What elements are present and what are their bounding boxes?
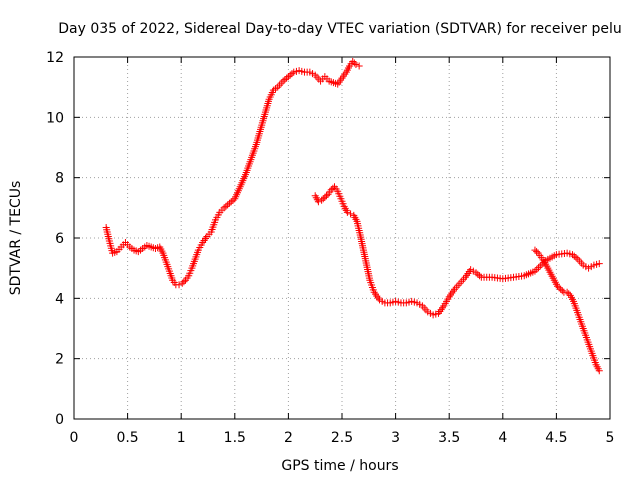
y-tick-label: 0: [55, 412, 64, 428]
data-point: [531, 246, 539, 254]
series-segment-2: [311, 183, 603, 319]
data-point: [595, 260, 603, 268]
data-point: [343, 208, 351, 216]
data-point-dense: [281, 76, 289, 84]
data-point-dense: [319, 195, 327, 203]
x-tick-label: 3: [391, 430, 400, 446]
x-tick-label: 1.5: [224, 430, 246, 446]
data-point-dense: [229, 196, 237, 204]
plot-frame: [73, 56, 611, 420]
data-point-dense: [322, 192, 330, 200]
x-tick-label: 2.5: [331, 430, 353, 446]
data-point: [349, 58, 357, 66]
x-tick-label: 1: [177, 430, 186, 446]
data-point: [178, 279, 186, 287]
data-point-dense: [227, 198, 235, 206]
data-points: [102, 58, 603, 375]
data-point-dense: [180, 278, 188, 286]
y-tick-label: 8: [55, 171, 64, 187]
data-point: [568, 251, 576, 259]
data-point-dense: [283, 74, 291, 82]
y-axis-label: SDTVAR / TECUs: [8, 181, 24, 296]
y-tick-label: 2: [55, 352, 64, 368]
data-point-dense: [570, 252, 578, 260]
data-point-dense: [476, 272, 484, 280]
data-point-dense: [350, 59, 358, 67]
data-point-dense: [329, 184, 337, 192]
x-axis-label: GPS time / hours: [281, 458, 398, 474]
data-point-dense: [533, 248, 541, 256]
data-point-dense: [565, 290, 573, 298]
data-point-dense: [572, 254, 580, 262]
data-point: [531, 267, 539, 275]
data-point: [318, 196, 326, 204]
x-tick-label: 4.5: [545, 430, 567, 446]
data-point-dense: [533, 265, 541, 273]
data-point: [472, 269, 480, 277]
series-segment-1: [102, 58, 363, 289]
x-tick-label: 0.5: [116, 430, 138, 446]
data-point: [225, 199, 233, 207]
data-point: [355, 62, 363, 70]
x-tick-label: 2: [284, 430, 293, 446]
data-point-dense: [222, 202, 230, 210]
x-tick-label: 0: [70, 430, 79, 446]
x-tick-label: 4: [498, 430, 507, 446]
axis-ticks: 0 0.5 1 1.5 2 2.5 3 3.5 4 4.5 5 0 2 4 6 8 10 12: [46, 50, 614, 446]
grid-lines: [74, 57, 610, 419]
data-point-dense: [288, 70, 296, 78]
series-segment-3: [531, 246, 603, 375]
data-point: [279, 77, 287, 85]
data-point-dense: [555, 284, 563, 292]
data-point: [553, 282, 561, 290]
data-point: [314, 198, 322, 206]
data-point-dense: [474, 270, 482, 278]
data-point: [321, 193, 329, 201]
data-point-dense: [535, 264, 543, 272]
data-point: [595, 367, 603, 375]
data-point: [327, 186, 335, 194]
data-point: [557, 285, 565, 293]
data-point-dense: [536, 262, 544, 270]
y-tick-label: 10: [46, 110, 64, 126]
x-tick-label: 3.5: [438, 430, 460, 446]
y-tick-label: 4: [55, 291, 64, 307]
data-point: [284, 73, 292, 81]
data-point: [220, 204, 228, 212]
data-point: [352, 61, 360, 69]
data-point: [175, 281, 183, 289]
data-point-dense: [286, 71, 294, 79]
data-point: [347, 210, 355, 218]
y-tick-label: 6: [55, 231, 64, 247]
data-point: [563, 288, 571, 296]
y-tick-label: 12: [46, 50, 64, 66]
chart-title: Day 035 of 2022, Sidereal Day-to-day VTE…: [58, 21, 621, 37]
data-point-dense: [558, 287, 566, 295]
x-tick-label: 5: [606, 430, 615, 446]
data-point-dense: [224, 201, 232, 209]
